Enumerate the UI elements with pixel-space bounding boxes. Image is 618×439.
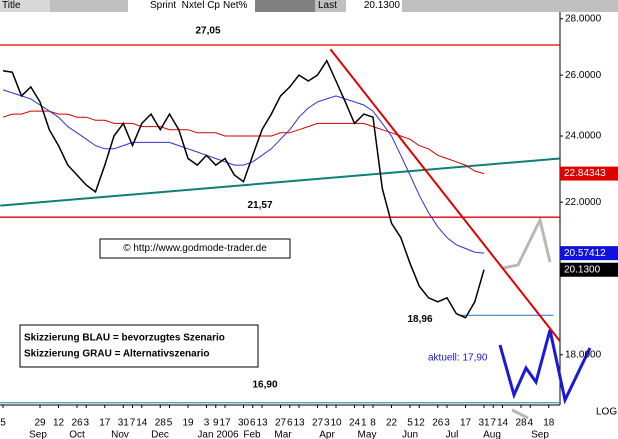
x-tick-label: 27 — [312, 418, 324, 429]
y-tick-label: 22.0000 — [565, 197, 602, 208]
month-label: Jul — [446, 430, 459, 439]
x-tick-label: 3 — [444, 418, 450, 429]
x-tick-label: 5 — [167, 418, 173, 429]
price-marker — [560, 166, 618, 181]
last-label: Last — [318, 0, 337, 11]
x-tick-label: 13 — [256, 418, 268, 429]
x-tick-label: 12 — [414, 418, 426, 429]
month-label: Jan 2006 — [197, 430, 239, 439]
x-tick-label: 17 — [460, 418, 472, 429]
x-tick-label: 14 — [136, 418, 148, 429]
price-marker-label: 22.84343 — [564, 168, 606, 179]
x-tick-label: 28 — [155, 418, 167, 429]
log-label: LOG — [596, 407, 617, 418]
trendline — [329, 48, 561, 342]
x-tick-label: 6 — [250, 418, 256, 429]
level-label: 21,57 — [247, 200, 272, 211]
alt-scenario — [511, 408, 529, 420]
x-tick-label: 8 — [370, 418, 376, 429]
month-label: May — [358, 430, 377, 439]
x-tick-label: 13 — [293, 418, 305, 429]
x-tick-label: 4 — [527, 418, 533, 429]
x-tick-label: 6 — [287, 418, 293, 429]
x-tick-label: 7 — [490, 418, 496, 429]
month-label: Jun — [402, 430, 418, 439]
month-label: Oct — [69, 430, 85, 439]
x-tick-label: 12 — [53, 418, 65, 429]
series-line — [2, 110, 485, 175]
x-tick-label: 31 — [118, 418, 130, 429]
price-marker-label: 20.1300 — [564, 264, 601, 275]
x-tick-label: 5 — [407, 418, 413, 429]
x-tick-label: 28 — [515, 418, 527, 429]
x-tick-label: 22 — [386, 418, 398, 429]
x-tick-label: 3 — [204, 418, 210, 429]
last-value: 20.1300 — [346, 0, 402, 12]
scenario-box — [19, 324, 259, 368]
x-tick-label: 5 — [0, 418, 6, 429]
x-tick-label: 27 — [275, 418, 287, 429]
net-value — [255, 0, 315, 12]
price-marker-label: 20.57412 — [564, 248, 606, 259]
current-note: aktuell: 17,90 — [428, 353, 488, 364]
scenario-text: Skizzierung BLAU = bevorzugtes Szenario — [24, 333, 225, 344]
x-tick-label: 31 — [478, 418, 490, 429]
x-tick-label: 14 — [497, 418, 509, 429]
x-tick-label: 26 — [432, 418, 444, 429]
level-label: 18,96 — [407, 314, 432, 325]
x-tick-label: 17 — [99, 418, 111, 429]
alt-scenario — [502, 215, 552, 270]
x-tick-label: 1 — [361, 418, 367, 429]
month-label: Feb — [243, 430, 261, 439]
x-tick-label: 10 — [330, 418, 342, 429]
x-tick-label: 9 — [213, 418, 219, 429]
series-line — [2, 59, 485, 319]
x-tick-label: 19 — [182, 418, 194, 429]
y-tick-label: 18.0000 — [565, 349, 602, 360]
x-tick-label: 24 — [349, 418, 361, 429]
y-tick-label: 26.0000 — [565, 70, 602, 81]
price-marker — [560, 246, 618, 261]
x-tick-label: 3 — [324, 418, 330, 429]
price-marker — [560, 262, 618, 277]
x-tick-label: 18 — [543, 418, 555, 429]
main-scenario — [498, 329, 592, 405]
x-tick-label: 3 — [83, 418, 89, 429]
x-tick-label: 30 — [238, 418, 250, 429]
x-tick-label: 7 — [130, 418, 136, 429]
month-label: Sep — [531, 430, 549, 439]
scenario-text: Skizzierung GRAU = Alternativszenario — [24, 349, 210, 360]
title: Title — [0, 0, 50, 12]
net-label: Net% — [221, 0, 255, 12]
x-tick-label: 17 — [219, 418, 231, 429]
month-label: Aug — [483, 430, 501, 439]
series-line — [2, 89, 485, 254]
copyright: © http://www.godmode-trader.de — [123, 243, 267, 254]
month-label: Dec — [151, 430, 169, 439]
x-tick-label: 26 — [71, 418, 83, 429]
header-bar: Title Sprint Nxtel Cp Net% Last 20.1300 — [0, 0, 618, 12]
month-label: Sep — [29, 430, 47, 439]
y-tick-label: 28.0000 — [565, 13, 602, 24]
symbol: Sprint Nxtel Cp — [128, 0, 222, 12]
month-label: Nov — [111, 430, 129, 439]
month-label: Apr — [319, 430, 335, 439]
y-tick-label: 24.0000 — [565, 131, 602, 142]
x-tick-label: 29 — [34, 418, 46, 429]
copyright-box — [99, 238, 291, 259]
level-label: 16,90 — [252, 379, 277, 390]
level-label: 27,05 — [195, 26, 220, 37]
month-label: Mar — [274, 430, 292, 439]
